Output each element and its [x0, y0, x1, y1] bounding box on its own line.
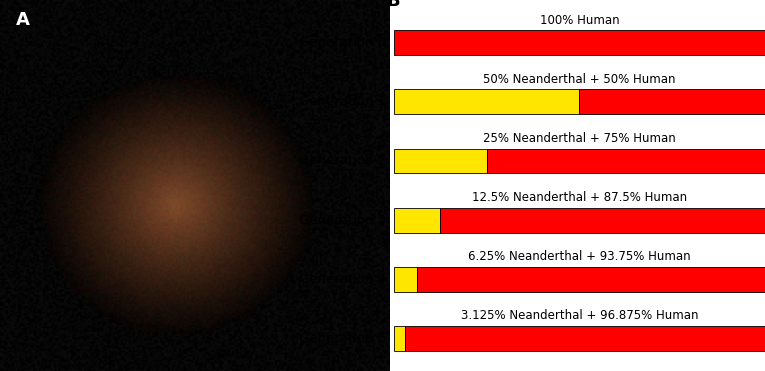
- Text: Generation 0: Generation 0: [299, 36, 386, 49]
- Text: 6.25% Neanderthal + 93.75% Human: 6.25% Neanderthal + 93.75% Human: [468, 250, 691, 263]
- Text: Generation 3: Generation 3: [299, 214, 386, 227]
- Bar: [394, 148, 487, 173]
- Text: 12.5% Neanderthal + 87.5% Human: 12.5% Neanderthal + 87.5% Human: [472, 191, 687, 204]
- Text: 50% Neanderthal + 50% Human: 50% Neanderthal + 50% Human: [483, 73, 675, 86]
- Bar: [405, 326, 765, 351]
- Bar: [394, 267, 417, 292]
- Text: Generation 1: Generation 1: [299, 95, 386, 108]
- Text: 25% Neanderthal + 75% Human: 25% Neanderthal + 75% Human: [483, 132, 675, 145]
- Text: B: B: [386, 0, 400, 10]
- Text: 100% Human: 100% Human: [539, 14, 619, 27]
- Bar: [417, 267, 765, 292]
- Bar: [394, 208, 440, 233]
- Bar: [440, 208, 765, 233]
- Bar: [394, 30, 765, 55]
- Bar: [579, 89, 765, 114]
- Bar: [394, 326, 405, 351]
- Text: A: A: [15, 11, 30, 29]
- Text: 3.125% Neanderthal + 96.875% Human: 3.125% Neanderthal + 96.875% Human: [461, 309, 698, 322]
- Bar: [394, 89, 579, 114]
- Text: Generation 5: Generation 5: [299, 332, 386, 345]
- Bar: [487, 148, 765, 173]
- Text: Generation 4: Generation 4: [299, 273, 386, 286]
- Text: Generation 2: Generation 2: [299, 154, 386, 167]
